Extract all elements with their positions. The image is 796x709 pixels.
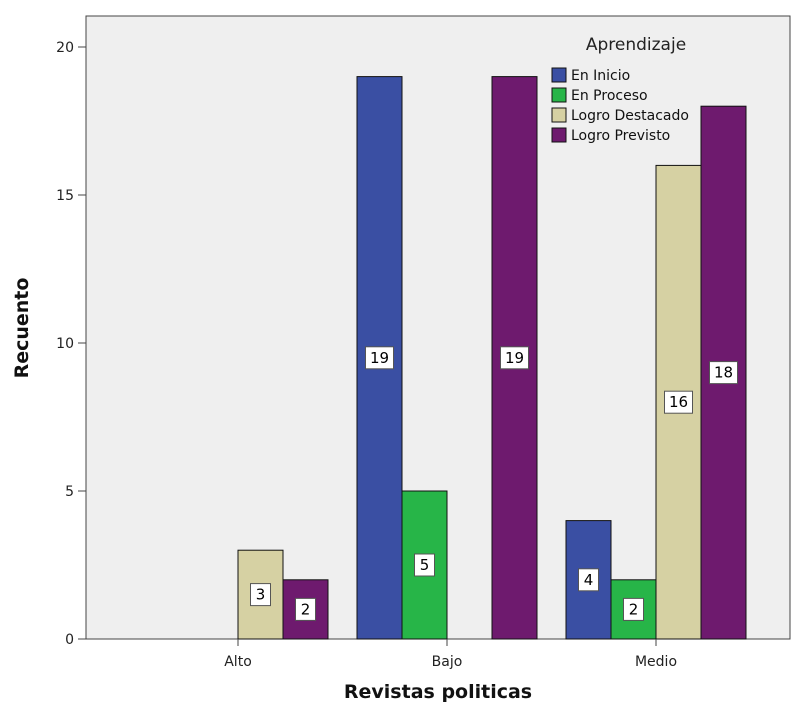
data-label: 2 — [301, 600, 311, 618]
x-axis-title: Revistas politicas — [344, 681, 532, 703]
data-label: 19 — [370, 349, 389, 367]
legend-swatch — [551, 107, 567, 123]
x-tick-label: Bajo — [432, 654, 463, 670]
data-label-box — [414, 553, 435, 577]
legend-label: Logro Previsto — [571, 128, 670, 144]
data-label-box — [578, 568, 599, 592]
y-axis-ticks: 0 5 10 15 20 — [56, 40, 86, 648]
y-axis-title: Recuento — [11, 278, 33, 379]
data-label: 19 — [505, 349, 524, 367]
data-label-box — [664, 390, 693, 414]
legend-swatch — [551, 127, 567, 143]
bars — [237, 76, 747, 640]
data-label: 5 — [420, 556, 430, 574]
x-tick-label: Alto — [224, 654, 252, 670]
data-label: 4 — [584, 571, 594, 589]
y-tick-label: 20 — [56, 40, 74, 56]
legend-label: En Proceso — [571, 88, 648, 104]
legend-label: En Inicio — [571, 68, 630, 84]
x-axis-ticks: Alto Bajo Medio — [224, 639, 677, 670]
data-label-box — [500, 346, 529, 370]
data-label-box — [365, 346, 394, 370]
data-label-box — [709, 361, 738, 385]
data-label: 18 — [714, 364, 733, 382]
data-labels: 3 2 19 5 19 4 2 16 18 — [250, 346, 738, 621]
data-label-box — [295, 597, 316, 621]
legend-swatch — [551, 87, 567, 103]
legend-label: Logro Destacado — [571, 108, 689, 124]
data-label-box — [250, 583, 271, 607]
y-tick-label: 10 — [56, 336, 74, 352]
legend-title: Aprendizaje — [586, 35, 686, 55]
x-tick-label: Medio — [635, 654, 677, 670]
data-label: 2 — [629, 600, 639, 618]
data-label: 16 — [669, 393, 688, 411]
y-tick-label: 5 — [65, 484, 74, 500]
legend: Aprendizaje En Inicio En Proceso Logro Des… — [551, 35, 689, 144]
y-tick-label: 15 — [56, 188, 74, 204]
y-tick-label: 0 — [65, 632, 74, 648]
data-label: 3 — [256, 586, 266, 604]
data-label-box — [623, 597, 644, 621]
legend-swatch — [551, 67, 567, 83]
